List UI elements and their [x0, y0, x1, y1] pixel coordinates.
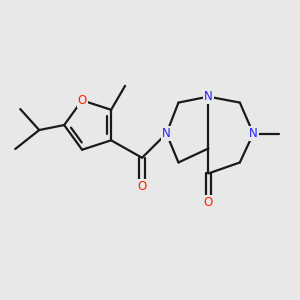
Text: N: N — [204, 90, 213, 103]
Text: O: O — [204, 196, 213, 209]
Text: O: O — [137, 180, 147, 193]
Text: N: N — [162, 127, 171, 140]
Text: N: N — [249, 127, 258, 140]
Text: O: O — [77, 94, 87, 107]
